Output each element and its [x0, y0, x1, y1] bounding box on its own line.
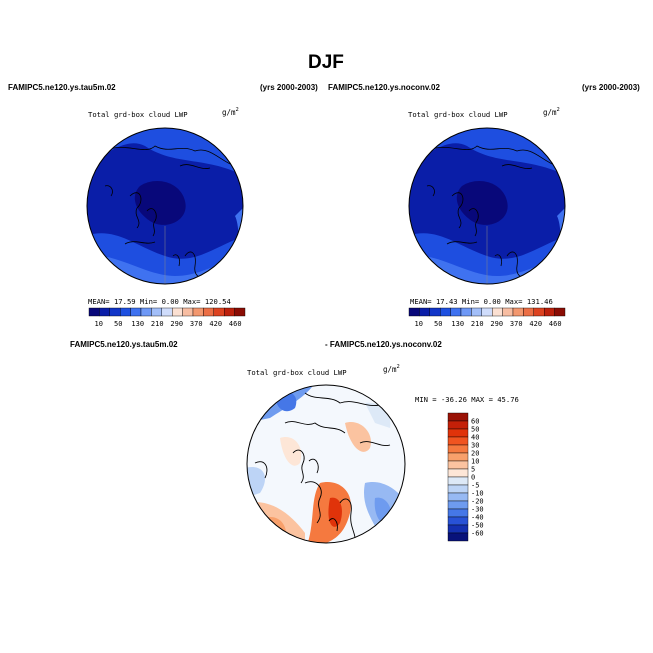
right-colorbar-swatch — [471, 307, 483, 317]
left-colorbar-swatch — [109, 307, 121, 317]
left-polar-map — [86, 127, 244, 285]
diff-colorbar-swatch — [447, 500, 469, 510]
left-colorbar-swatch — [182, 307, 194, 317]
left-colorbar-swatch — [203, 307, 215, 317]
diff-colorbar-tick-label: 30 — [471, 442, 479, 450]
diff-case-a-label: FAMIPC5.ne120.ys.tau5m.02 — [70, 340, 178, 349]
left-colorbar-swatch — [234, 307, 246, 317]
diff-colorbar-tick-label: 10 — [471, 458, 479, 466]
left-colorbar-swatch — [171, 307, 183, 317]
diff-colorbar-swatch — [447, 484, 469, 494]
right-colorbar-swatch — [491, 307, 503, 317]
right-polar-map — [408, 127, 566, 285]
diff-colorbar-swatch — [447, 524, 469, 534]
left-colorbar-tick-label: 10 — [95, 320, 103, 328]
right-colorbar-tick-label: 50 — [434, 320, 442, 328]
left-colorbar-swatch — [88, 307, 100, 317]
left-case-label: FAMIPC5.ne120.ys.tau5m.02 — [8, 83, 116, 92]
left-colorbar-swatch — [151, 307, 163, 317]
right-colorbar-tick-label: 460 — [549, 320, 562, 328]
right-colorbar-swatch — [554, 307, 566, 317]
diff-colorbar-swatch — [447, 412, 469, 422]
diff-colorbar-tick-label: -10 — [471, 490, 484, 498]
right-stats: MEAN= 17.43 Min= 0.00 Max= 131.46 — [410, 297, 553, 306]
left-colorbar-swatch — [120, 307, 131, 317]
right-colorbar-swatch — [408, 307, 420, 317]
right-colorbar-tick-label: 130 — [451, 320, 464, 328]
diff-colorbar-tick-label: -20 — [471, 498, 484, 506]
right-field-label: Total grd-box cloud LWP — [408, 110, 508, 119]
right-colorbar-swatch — [419, 307, 430, 317]
diff-colorbar-swatch — [447, 532, 469, 542]
diff-colorbar-tick-label: -50 — [471, 522, 484, 530]
diff-colorbar-swatch — [447, 428, 469, 438]
right-colorbar-tick-label: 290 — [490, 320, 503, 328]
diff-colorbar-tick-label: -60 — [471, 530, 484, 538]
diff-case-b-label: - FAMIPC5.ne120.ys.noconv.02 — [325, 340, 442, 349]
diff-colorbar-swatch — [447, 420, 469, 430]
diff-colorbar-tick-label: 60 — [471, 418, 479, 426]
left-colorbar-tick-label: 130 — [131, 320, 144, 328]
diff-polar-map — [246, 384, 406, 544]
diff-colorbar-tick-label: 0 — [471, 474, 475, 482]
right-colorbar: 10 50 130 210 290 370 420 460 — [408, 307, 566, 328]
diff-units-label: g/m2 — [383, 364, 400, 374]
right-colorbar-swatch — [440, 307, 451, 317]
diff-colorbar-swatch — [447, 508, 469, 518]
right-colorbar-swatch — [460, 307, 472, 317]
diff-colorbar-tick-label: 50 — [471, 426, 479, 434]
diff-minmax: MIN = -36.26 MAX = 45.76 — [415, 395, 519, 404]
diff-colorbar-tick-label: 5 — [471, 466, 475, 474]
diff-colorbar-swatch — [447, 444, 469, 454]
left-colorbar-tick-label: 210 — [151, 320, 164, 328]
left-field-label: Total grd-box cloud LWP — [88, 110, 188, 119]
left-colorbar-tick-label: 50 — [114, 320, 122, 328]
left-colorbar-tick-label: 420 — [209, 320, 222, 328]
right-colorbar-swatch — [450, 307, 462, 317]
right-colorbar-swatch — [429, 307, 441, 317]
left-colorbar-swatch — [99, 307, 110, 317]
diff-colorbar-swatch — [447, 468, 469, 478]
left-colorbar-swatch — [161, 307, 173, 317]
left-colorbar-tick-label: 370 — [190, 320, 203, 328]
diff-colorbar-swatch — [447, 460, 469, 470]
diff-colorbar-swatch — [447, 516, 469, 526]
diff-colorbar-tick-label: -30 — [471, 506, 484, 514]
left-colorbar: 10 50 130 210 290 370 420 460 — [88, 307, 246, 328]
left-colorbar-tick-label: 460 — [229, 320, 242, 328]
diff-colorbar-tick-label: -40 — [471, 514, 484, 522]
left-colorbar-swatch — [223, 307, 235, 317]
left-years-label: (yrs 2000-2003) — [260, 83, 318, 92]
left-units-label: g/m2 — [222, 107, 239, 117]
right-colorbar-swatch — [523, 307, 535, 317]
left-stats: MEAN= 17.59 Min= 0.00 Max= 120.54 — [88, 297, 231, 306]
diff-colorbar-swatch — [447, 476, 469, 486]
right-colorbar-tick-label: 210 — [471, 320, 484, 328]
right-colorbar-swatch — [512, 307, 524, 317]
right-colorbar-swatch — [543, 307, 555, 317]
right-colorbar-swatch — [481, 307, 493, 317]
page-title: DJF — [308, 52, 344, 73]
diff-colorbar-tick-label: 40 — [471, 434, 479, 442]
left-colorbar-swatch — [140, 307, 152, 317]
right-years-label: (yrs 2000-2003) — [582, 83, 640, 92]
right-units-label: g/m2 — [543, 107, 560, 117]
diff-colorbar-tick-label: -5 — [471, 482, 479, 490]
right-case-label: FAMIPC5.ne120.ys.noconv.02 — [328, 83, 440, 92]
left-colorbar-swatch — [130, 307, 142, 317]
diff-colorbar-swatch — [447, 492, 469, 502]
left-colorbar-swatch — [192, 307, 204, 317]
right-colorbar-tick-label: 370 — [510, 320, 523, 328]
diff-colorbar-swatch — [447, 436, 469, 446]
left-colorbar-tick-label: 290 — [170, 320, 183, 328]
diff-field-label: Total grd-box cloud LWP — [247, 368, 347, 377]
right-colorbar-tick-label: 420 — [529, 320, 542, 328]
right-colorbar-swatch — [533, 307, 545, 317]
left-colorbar-swatch — [213, 307, 225, 317]
diff-colorbar-swatch — [447, 452, 469, 462]
diff-colorbar-tick-label: 20 — [471, 450, 479, 458]
right-colorbar-swatch — [502, 307, 514, 317]
right-colorbar-tick-label: 10 — [415, 320, 423, 328]
